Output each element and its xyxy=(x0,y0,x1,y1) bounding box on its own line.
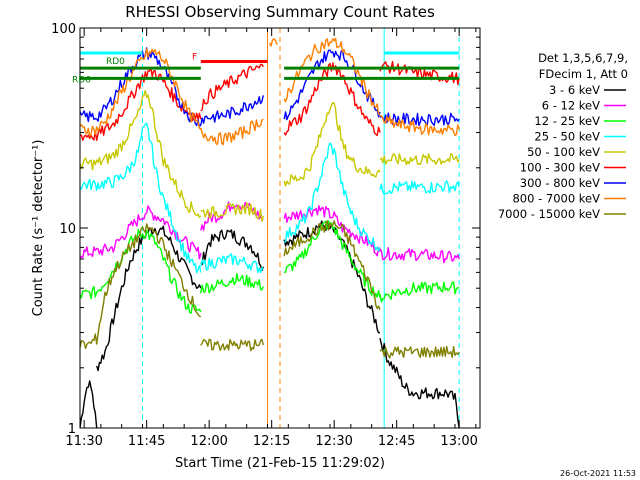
series-segment-line xyxy=(268,38,279,47)
reference-lines xyxy=(80,28,460,428)
timestamp: 26-Oct-2021 11:53 xyxy=(560,469,636,478)
series-segment-line xyxy=(200,63,264,112)
x-tick-label: 12:00 xyxy=(190,434,227,449)
series-segment-line xyxy=(379,115,460,137)
flag-label: RD6 xyxy=(72,75,91,85)
series-segment-line xyxy=(200,272,264,294)
series-segment-line xyxy=(200,229,264,272)
x-tick-label: 11:30 xyxy=(65,434,102,449)
legend-entry-label: 3 - 6 keV xyxy=(549,83,600,97)
series-8 xyxy=(80,37,460,146)
y-tick-label: 10 xyxy=(59,222,76,237)
y-axis: 1 10 100 xyxy=(51,22,480,437)
series-segment-line xyxy=(80,47,202,128)
series-segment-line xyxy=(379,246,460,264)
series-segment-line xyxy=(379,152,460,166)
series-2 xyxy=(80,201,460,264)
series-segment-line xyxy=(80,380,98,428)
series-segment-line xyxy=(283,49,381,121)
series-segment-line xyxy=(379,112,460,127)
series-segment-line xyxy=(80,122,202,274)
series-segment-line xyxy=(379,60,460,86)
series-segment-line xyxy=(200,253,264,274)
series-9 xyxy=(80,220,460,359)
x-tick-label: 12:30 xyxy=(315,434,352,449)
legend-entry-label: 12 - 25 keV xyxy=(534,114,600,128)
legend-header-line-2: FDecim 1, Att 0 xyxy=(539,67,628,81)
flag-label: RD0 xyxy=(106,57,125,67)
flag-label: F xyxy=(192,52,197,62)
x-axis-label: Start Time (21-Feb-15 11:29:02) xyxy=(175,456,385,471)
series-segment-line xyxy=(283,142,381,252)
series-segment-line xyxy=(200,201,264,231)
legend: Det 1,3,5,6,7,9, FDecim 1, Att 0 3 - 6 k… xyxy=(498,51,628,221)
legend-entry-label: 100 - 300 keV xyxy=(520,161,600,175)
x-tick-label: 12:15 xyxy=(253,434,290,449)
series-segment-line xyxy=(283,205,381,257)
series-segment-line xyxy=(80,66,202,142)
legend-entry-label: 6 - 12 keV xyxy=(542,99,600,113)
x-tick-label: 12:45 xyxy=(378,434,415,449)
series-5 xyxy=(80,89,460,223)
y-axis-label: Count Rate (s⁻¹ detector⁻¹) xyxy=(31,140,46,317)
flag-bars xyxy=(80,51,460,80)
x-axis: 11:30 11:45 12:00 12:15 12:30 12:45 13:00 xyxy=(65,28,478,449)
series-segment-line xyxy=(379,281,460,303)
legend-entry-label: 800 - 7000 keV xyxy=(512,192,600,206)
series-segment-line xyxy=(200,338,264,352)
series-segment-line xyxy=(283,220,381,311)
series-layer xyxy=(80,37,460,428)
series-segment-line xyxy=(379,338,460,428)
series-6 xyxy=(80,60,460,142)
series-segment-line xyxy=(283,101,381,187)
y-tick-label: 100 xyxy=(51,22,76,37)
series-segment-line xyxy=(80,48,202,137)
series-segment-line xyxy=(379,345,460,359)
series-segment-line xyxy=(80,89,202,218)
series-1 xyxy=(80,220,460,428)
legend-header-line-1: Det 1,3,5,6,7,9, xyxy=(538,51,628,65)
legend-entry-label: 300 - 800 keV xyxy=(520,176,600,190)
series-7 xyxy=(80,47,460,128)
legend-entry-label: 50 - 100 keV xyxy=(527,145,600,159)
series-segment-line xyxy=(80,223,202,350)
x-tick-label: 13:00 xyxy=(440,434,477,449)
chart-title: RHESSI Observing Summary Count Rates xyxy=(125,3,435,21)
series-segment-line xyxy=(283,37,381,116)
series-segment-line xyxy=(96,225,202,372)
y-tick-label: 1 xyxy=(68,422,76,437)
legend-entry-label: 7000 - 15000 keV xyxy=(498,207,600,221)
series-segment-line xyxy=(200,118,264,146)
series-segment-line xyxy=(200,202,264,223)
series-segment-line xyxy=(200,95,264,126)
series-segment-line xyxy=(379,180,460,195)
legend-entry-label: 25 - 50 keV xyxy=(534,130,600,144)
series-4 xyxy=(80,122,460,274)
series-3 xyxy=(80,220,460,314)
x-tick-label: 11:45 xyxy=(128,434,165,449)
